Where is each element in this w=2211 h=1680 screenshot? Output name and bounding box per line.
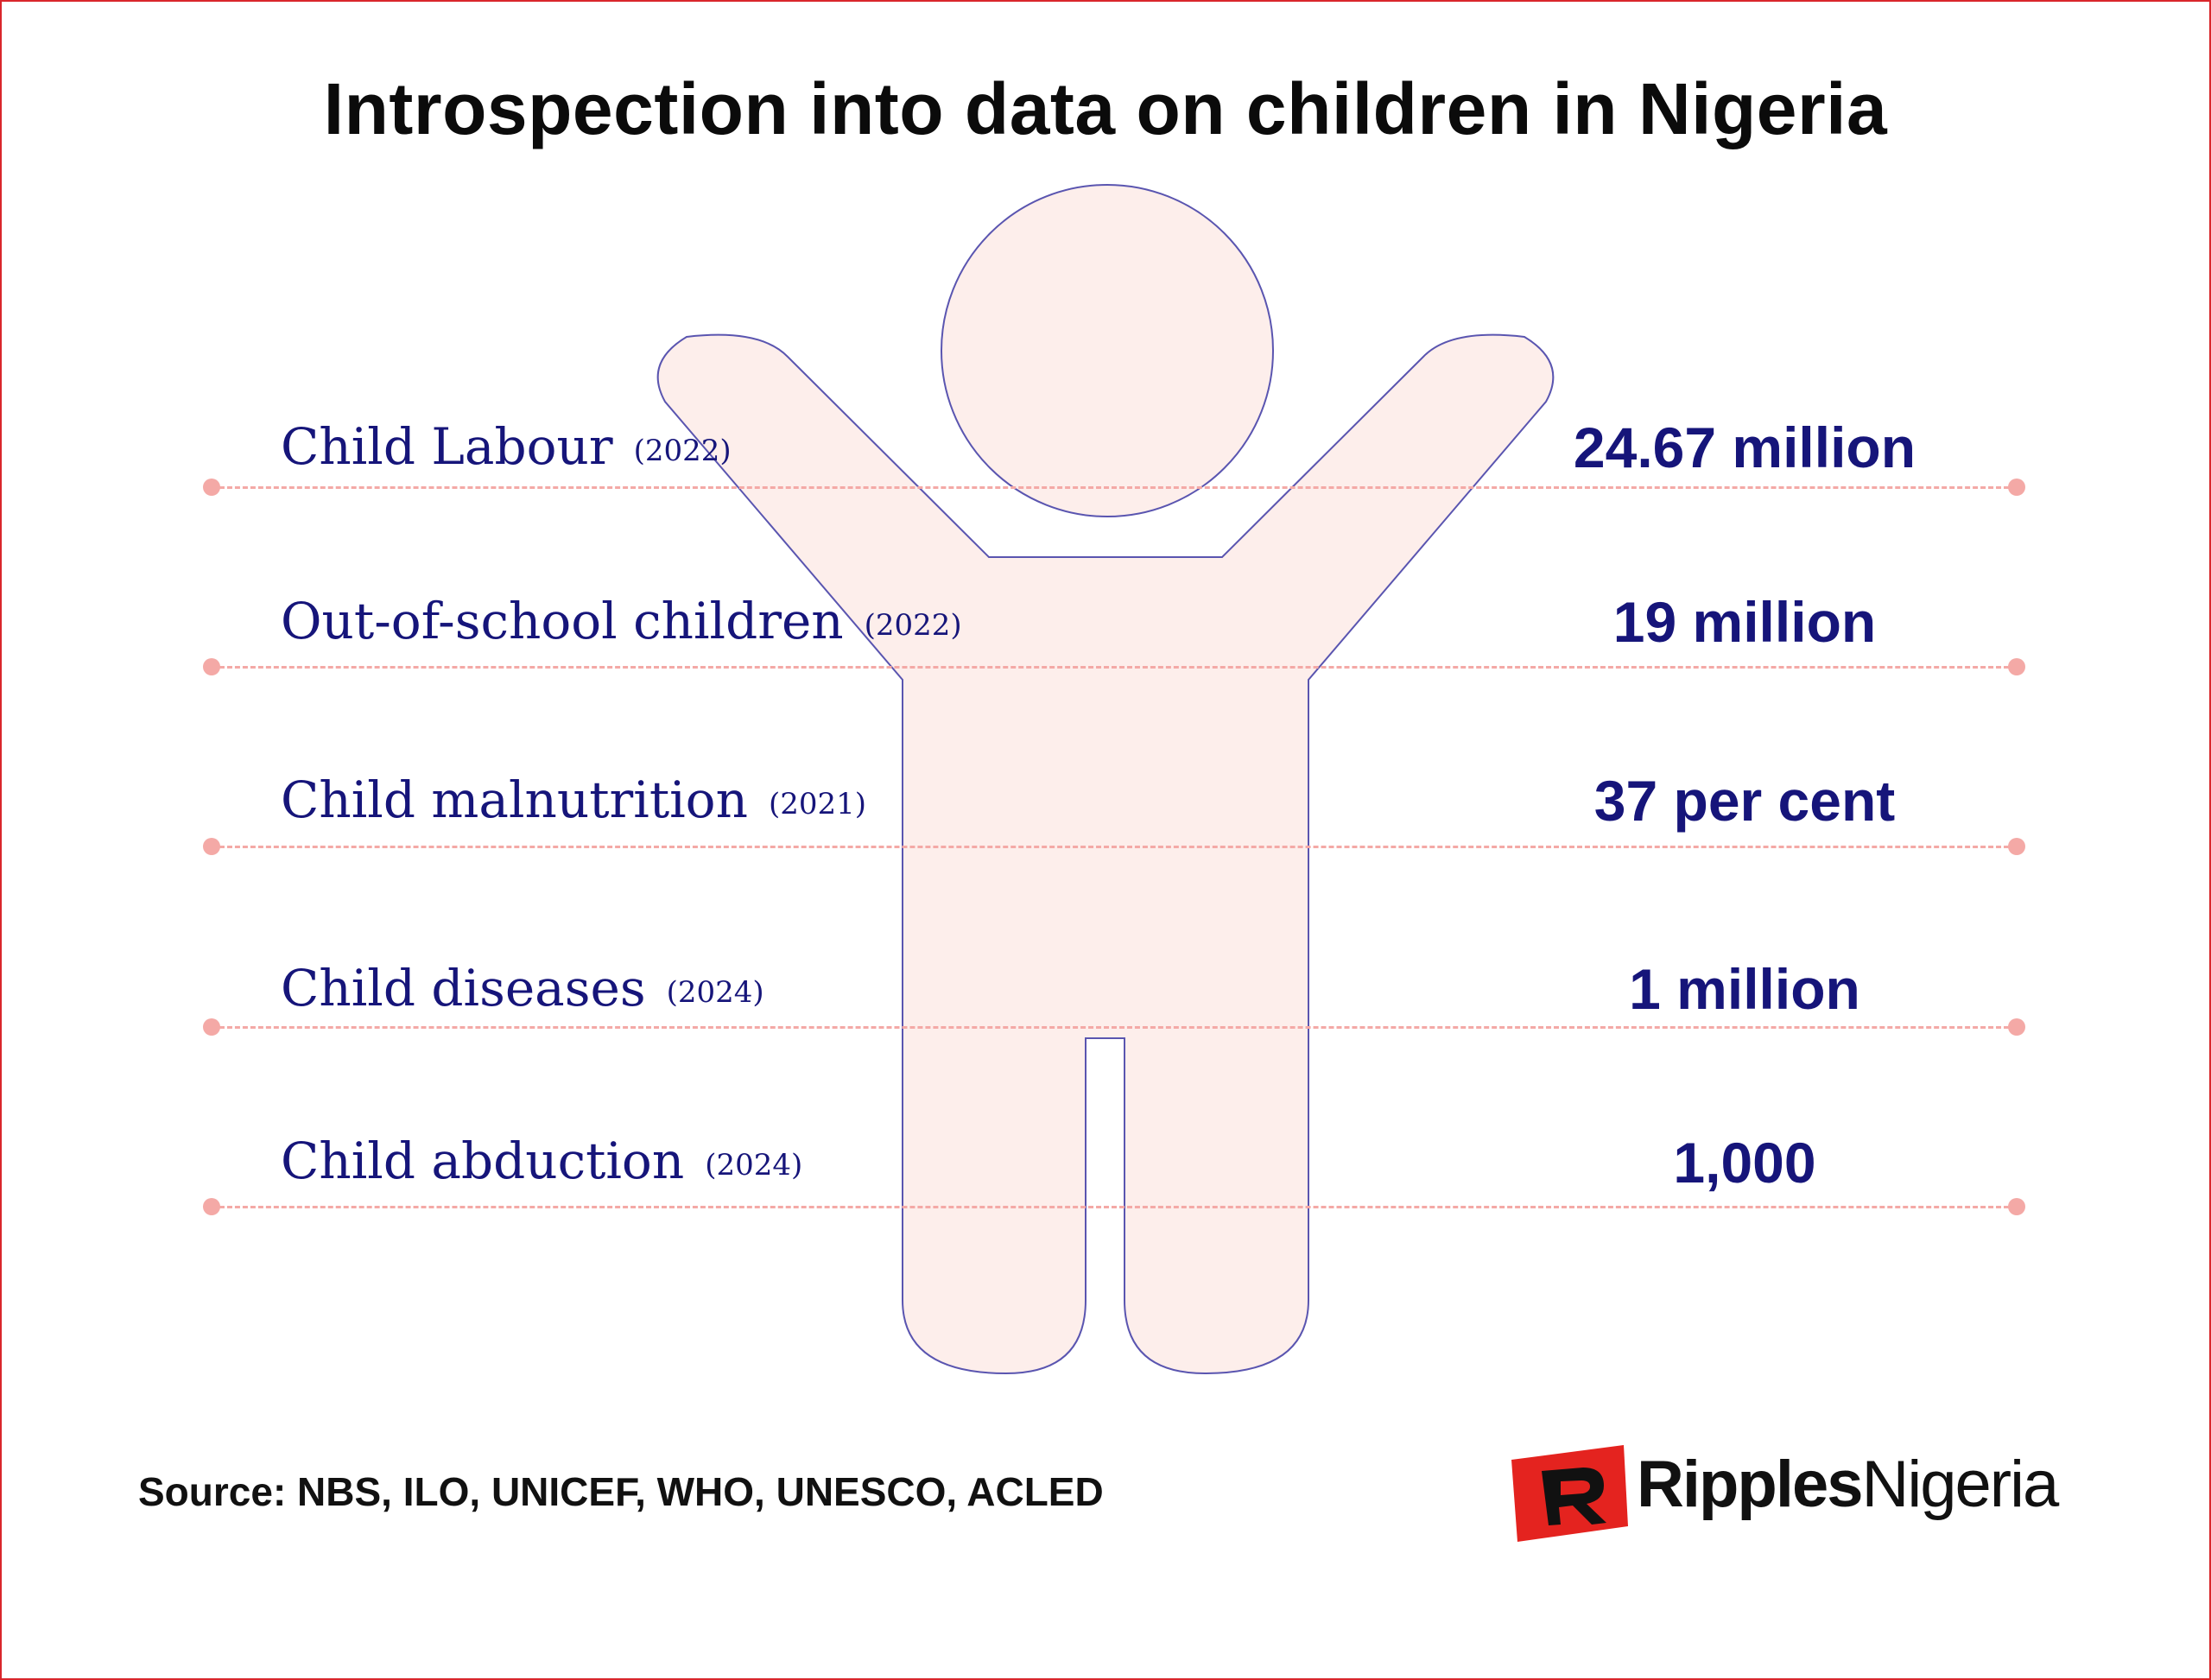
row-year: (2021) bbox=[768, 787, 867, 821]
logo-wordmark-bold: Ripples bbox=[1637, 1448, 1863, 1521]
row-divider-dot bbox=[2008, 1018, 2025, 1036]
row-divider-dot bbox=[203, 658, 220, 675]
row-value-child-labour: 24.67 million bbox=[1573, 415, 1916, 479]
row-divider bbox=[212, 486, 2017, 489]
row-year: (2024) bbox=[666, 975, 764, 1010]
row-label-text: Child diseases bbox=[281, 959, 646, 1018]
row-year: (2022) bbox=[864, 608, 962, 643]
row-divider bbox=[212, 846, 2017, 848]
row-label-diseases: Child diseases (2024) bbox=[281, 959, 764, 1018]
row-label-text: Out-of-school children bbox=[281, 592, 844, 650]
page-title: Introspection into data on children in N… bbox=[323, 68, 1888, 149]
row-divider bbox=[212, 1206, 2017, 1208]
row-year: (2024) bbox=[705, 1148, 803, 1182]
ripples-logo-mark-icon bbox=[1511, 1445, 1628, 1542]
row-divider-dot bbox=[2008, 658, 2025, 675]
row-label-malnutrition: Child malnutrition (2021) bbox=[281, 770, 866, 829]
source-note: Source: NBS, ILO, UNICEF, WHO, UNESCO, A… bbox=[138, 1469, 1104, 1514]
logo-wordmark: RipplesNigeria bbox=[1637, 1447, 2060, 1522]
row-label-child-labour: Child Labour (2022) bbox=[281, 417, 732, 476]
row-divider-dot bbox=[203, 838, 220, 855]
row-label-out-of-school: Out-of-school children (2022) bbox=[281, 592, 962, 650]
row-label-text: Child malnutrition bbox=[281, 770, 748, 829]
row-label-text: Child Labour bbox=[281, 417, 613, 476]
row-divider-dot bbox=[203, 479, 220, 496]
logo-wordmark-regular: Nigeria bbox=[1861, 1448, 2060, 1521]
row-divider-dot bbox=[2008, 838, 2025, 855]
row-value-diseases: 1 million bbox=[1629, 957, 1860, 1021]
row-divider-dot bbox=[203, 1198, 220, 1215]
row-divider-dot bbox=[203, 1018, 220, 1036]
ripples-nigeria-logo: RipplesNigeria bbox=[1507, 1438, 2077, 1542]
row-divider bbox=[212, 666, 2017, 669]
row-divider-dot bbox=[2008, 1198, 2025, 1215]
row-divider bbox=[212, 1026, 2017, 1029]
row-value-malnutrition: 37 per cent bbox=[1593, 769, 1896, 833]
row-label-text: Child abduction bbox=[281, 1132, 685, 1190]
row-label-abduction: Child abduction (2024) bbox=[281, 1132, 802, 1190]
row-divider-dot bbox=[2008, 479, 2025, 496]
row-value-out-of-school: 19 million bbox=[1612, 590, 1877, 654]
row-year: (2022) bbox=[633, 434, 732, 468]
row-value-abduction: 1,000 bbox=[1673, 1131, 1816, 1195]
